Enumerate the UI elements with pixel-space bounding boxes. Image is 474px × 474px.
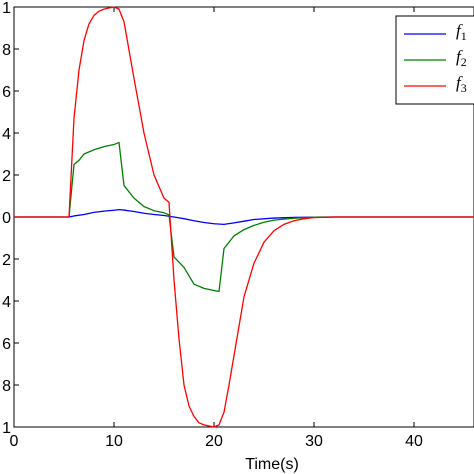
legend-label-f1: f1 <box>456 21 467 43</box>
series-line-f1 <box>14 208 474 226</box>
series-line-f2 <box>14 141 474 293</box>
y-tick-label: 8 <box>2 378 11 395</box>
x-tick-label: 40 <box>405 433 423 450</box>
legend: f1 f2 f3 <box>395 15 474 105</box>
y-tick-label: 4 <box>2 126 11 143</box>
y-tick-label: 2 <box>2 252 11 269</box>
x-axis-ticks: 0 10 20 30 40 <box>10 7 423 450</box>
x-tick-label: 30 <box>305 433 323 450</box>
x-tick-label: 0 <box>10 433 19 450</box>
x-axis-label: Time(s) <box>245 456 299 473</box>
legend-label-f3: f3 <box>456 73 467 95</box>
y-tick-label: 1 <box>2 0 11 17</box>
y-axis-ticks: 1 8 6 4 2 0 2 4 6 8 1 <box>2 0 19 437</box>
series-layer <box>14 6 474 428</box>
y-tick-label: 0 <box>2 210 11 227</box>
series-line-f3 <box>14 6 474 428</box>
y-tick-label: 4 <box>2 294 11 311</box>
x-tick-label: 10 <box>105 433 123 450</box>
y-tick-label: 6 <box>2 336 11 353</box>
legend-label-f2: f2 <box>456 47 467 69</box>
y-tick-label: 6 <box>2 84 11 101</box>
y-tick-label: 1 <box>2 420 11 437</box>
y-tick-label: 8 <box>2 42 11 59</box>
x-tick-label: 20 <box>205 433 223 450</box>
y-tick-label: 2 <box>2 168 11 185</box>
